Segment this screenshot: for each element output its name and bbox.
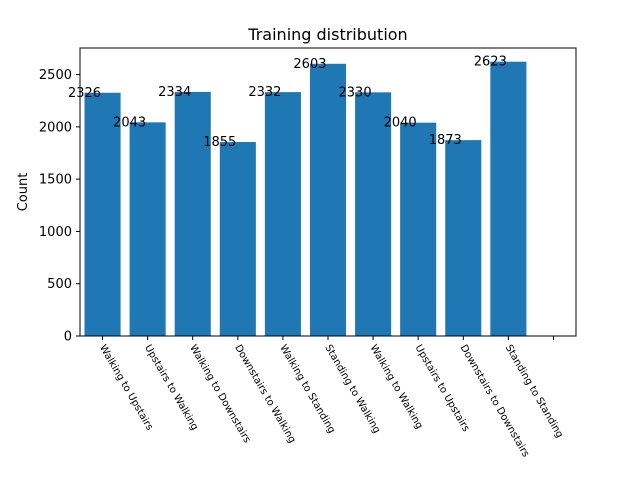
y-axis-label: Count: [16, 173, 31, 212]
bar: [129, 122, 166, 337]
bar: [174, 91, 211, 336]
data-labels-group: 2326 2043 2334 1855 2332 2603 2330 2040 1873 2623: [68, 55, 507, 150]
data-label: 2623: [474, 55, 507, 70]
chart-title: Training distribution: [247, 25, 407, 44]
data-label: 2043: [113, 115, 146, 130]
data-label: 1855: [203, 135, 236, 150]
data-label: 2326: [68, 86, 101, 101]
plot-frame: [79, 47, 577, 337]
bar: [309, 63, 347, 337]
bar: [84, 92, 121, 336]
bar: [264, 92, 301, 336]
y-tick-label: 500: [47, 277, 72, 292]
y-tick-label: 1000: [39, 225, 72, 240]
x-tick-label: Walking to Upstairs: [97, 343, 155, 432]
y-tick-label: 2000: [39, 120, 72, 135]
bar: [219, 142, 256, 336]
y-tick-label: 1500: [39, 173, 72, 188]
data-label: 1873: [429, 133, 462, 148]
data-label: 2603: [293, 57, 326, 72]
bar: [490, 61, 527, 337]
bars-group: [84, 61, 527, 337]
y-tick-label: 0: [64, 330, 72, 345]
bar: [400, 122, 437, 337]
data-label: 2334: [158, 85, 191, 100]
y-tick-label: 2500: [39, 68, 72, 83]
data-label: 2330: [339, 85, 372, 100]
data-label: 2332: [248, 85, 281, 100]
bar: [445, 140, 482, 336]
bar: [355, 92, 392, 336]
data-label: 2040: [384, 116, 417, 131]
